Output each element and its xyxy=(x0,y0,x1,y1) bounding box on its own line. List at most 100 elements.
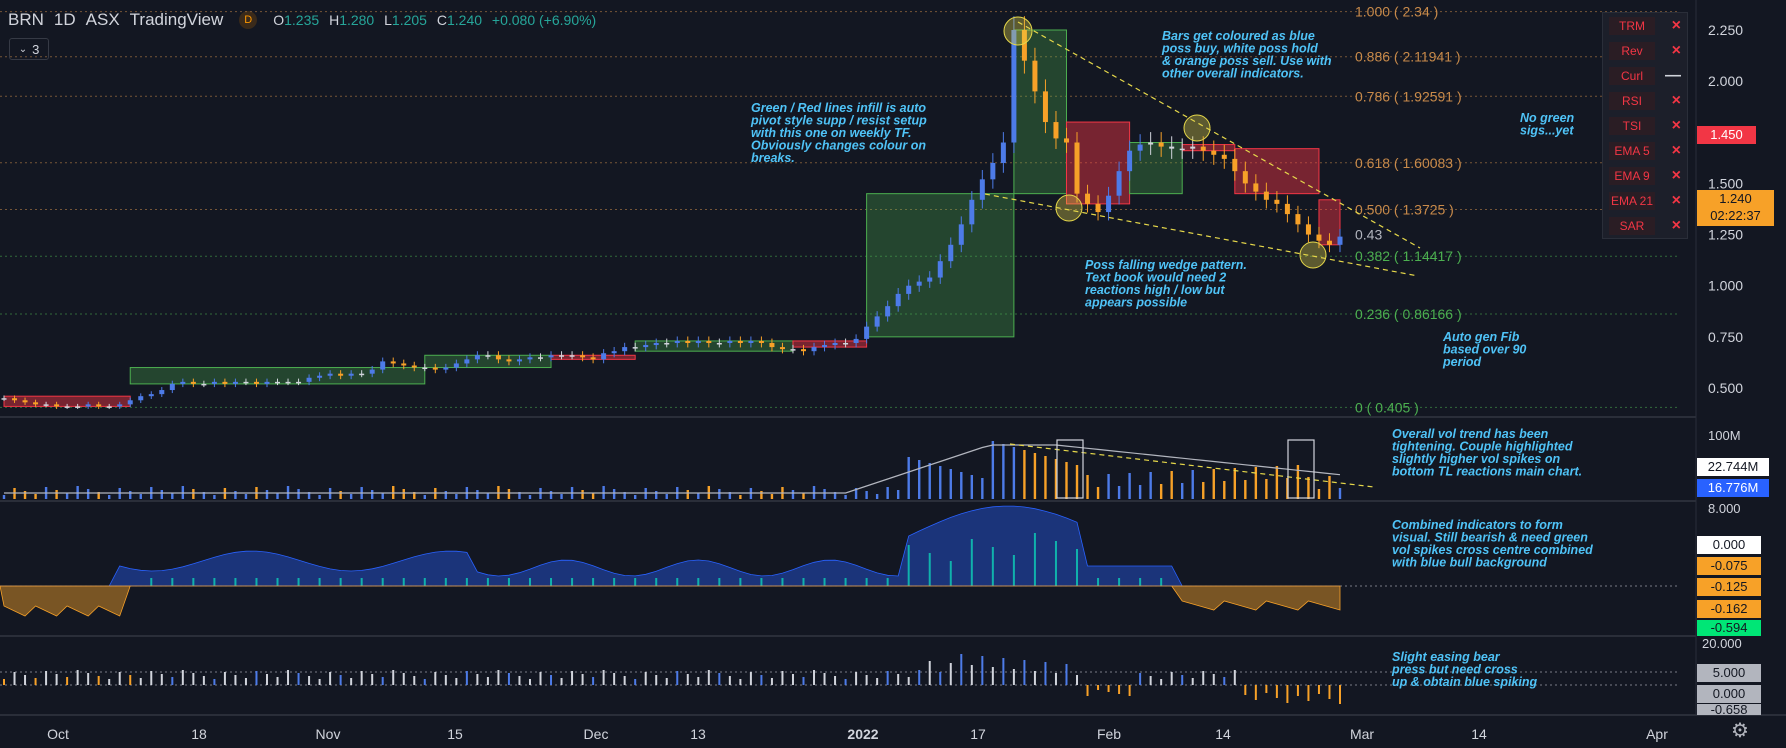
volume-bar xyxy=(476,490,479,499)
annotation-line: Green / Red lines infill is auto xyxy=(751,101,926,115)
candle-body xyxy=(559,355,565,357)
open-label: O xyxy=(273,12,285,28)
volume-bar xyxy=(497,486,500,499)
remove-icon[interactable]: × xyxy=(1671,166,1681,184)
candle-body xyxy=(1295,214,1301,225)
signal-bar xyxy=(844,578,847,586)
signal-bar xyxy=(718,578,721,586)
signal-bar xyxy=(507,578,510,586)
indicator-legend-item[interactable]: Curl — xyxy=(1603,63,1687,88)
remove-icon[interactable]: × xyxy=(1671,116,1681,134)
volume-bar xyxy=(349,494,353,499)
candle-body xyxy=(22,400,28,403)
candle-body xyxy=(211,381,217,384)
volume-bar xyxy=(1307,477,1310,499)
remove-icon[interactable]: × xyxy=(1671,141,1681,159)
candle-body xyxy=(1274,199,1280,204)
volume-bar xyxy=(560,494,563,499)
volume-bar xyxy=(171,493,174,499)
annotation-line: Text book would need 2 xyxy=(1085,271,1226,285)
osc-bar xyxy=(1149,676,1152,685)
osc-bar xyxy=(55,674,58,685)
remove-icon[interactable]: × xyxy=(1671,16,1681,34)
volume-bar xyxy=(1054,459,1058,499)
candle-body xyxy=(1053,122,1059,139)
indicator-legend-item[interactable]: EMA 21 × xyxy=(1603,188,1687,213)
candle-body xyxy=(75,406,81,408)
volume-bar xyxy=(812,486,816,499)
signal-bar xyxy=(255,578,258,586)
candle-body xyxy=(853,338,859,343)
candle-body xyxy=(895,293,901,307)
osc-bar xyxy=(613,673,616,685)
osc-bar xyxy=(1202,671,1205,685)
remove-icon[interactable]: × xyxy=(1671,91,1681,109)
annotation-line: No green xyxy=(1520,111,1575,125)
time-axis: Oct 18 Nov 15 Dec 13 2022 17 Feb 14 Mar 14 Apr xyxy=(47,726,1668,742)
fib-label: 0.786 ( 1.92591 ) xyxy=(1355,88,1462,104)
osc-tag: 5.000 xyxy=(1697,664,1761,682)
candle-body xyxy=(706,340,712,343)
candle-body xyxy=(937,261,943,278)
candle-body xyxy=(1200,146,1206,151)
falling-wedge xyxy=(984,16,1421,277)
remove-icon[interactable]: × xyxy=(1671,216,1681,234)
indicator-legend-item[interactable]: EMA 5 × xyxy=(1603,138,1687,163)
annotation-line: & orange poss sell. Use with xyxy=(1162,54,1332,68)
osc-bar xyxy=(686,674,689,685)
osc-bar xyxy=(287,670,290,685)
annotation-line: reactions high / low but xyxy=(1085,283,1225,297)
interval-label[interactable]: 1D xyxy=(53,10,76,29)
candle-body xyxy=(411,365,417,368)
indicator-legend-item[interactable]: Rev × xyxy=(1603,38,1687,63)
candle-body xyxy=(127,400,133,405)
signal-bar xyxy=(339,578,342,586)
osc-bar xyxy=(413,676,416,685)
osc-bar xyxy=(1254,685,1257,700)
indicator-legend-item[interactable]: TRM × xyxy=(1603,13,1687,38)
time-tick-label: Mar xyxy=(1350,726,1374,742)
volume-bar xyxy=(34,494,37,499)
signal-bar xyxy=(150,578,153,586)
osc-bar xyxy=(465,671,468,685)
volume-bar xyxy=(896,490,900,499)
indicator-legend-item[interactable]: TSI × xyxy=(1603,113,1687,138)
volume-bar xyxy=(655,491,658,499)
osc-bar xyxy=(392,670,395,685)
candle-body xyxy=(516,359,522,362)
indicator-legend-item[interactable]: SAR × xyxy=(1603,213,1687,238)
candle-body xyxy=(64,406,70,408)
candle-body xyxy=(832,342,838,346)
osc-bar xyxy=(655,675,658,685)
indicator-legend-item[interactable]: RSI × xyxy=(1603,88,1687,113)
indicator-legend-item[interactable]: EMA 9 × xyxy=(1603,163,1687,188)
osc-bar xyxy=(181,670,184,685)
sr-zone xyxy=(129,367,426,385)
osc-bar xyxy=(644,672,647,685)
remove-icon[interactable]: × xyxy=(1671,191,1681,209)
candle-body xyxy=(159,390,165,395)
osc-bar xyxy=(1286,685,1289,703)
volume-bar xyxy=(1107,474,1110,499)
symbol-name[interactable]: BRN xyxy=(8,10,44,29)
last-price-tag: 1.240 02:22:37 xyxy=(1697,190,1774,226)
candle-body xyxy=(1316,234,1322,241)
volume-bar xyxy=(823,489,826,499)
volume-bar xyxy=(907,457,910,499)
candle-body xyxy=(369,369,375,374)
signal-bar xyxy=(865,578,868,586)
osc-bar xyxy=(1307,685,1310,701)
candle-body xyxy=(748,340,754,343)
osc-bar xyxy=(550,675,553,685)
remove-icon[interactable]: × xyxy=(1671,41,1681,59)
osc-bar xyxy=(255,671,258,685)
candle-body xyxy=(958,224,964,245)
dash-icon[interactable]: — xyxy=(1665,66,1681,84)
settings-gear-icon[interactable]: ⚙ xyxy=(1731,720,1749,742)
indicator-collapse-button[interactable]: ⌄ 3 xyxy=(9,38,49,60)
candle-body xyxy=(453,363,459,368)
volume-bar xyxy=(255,487,258,499)
